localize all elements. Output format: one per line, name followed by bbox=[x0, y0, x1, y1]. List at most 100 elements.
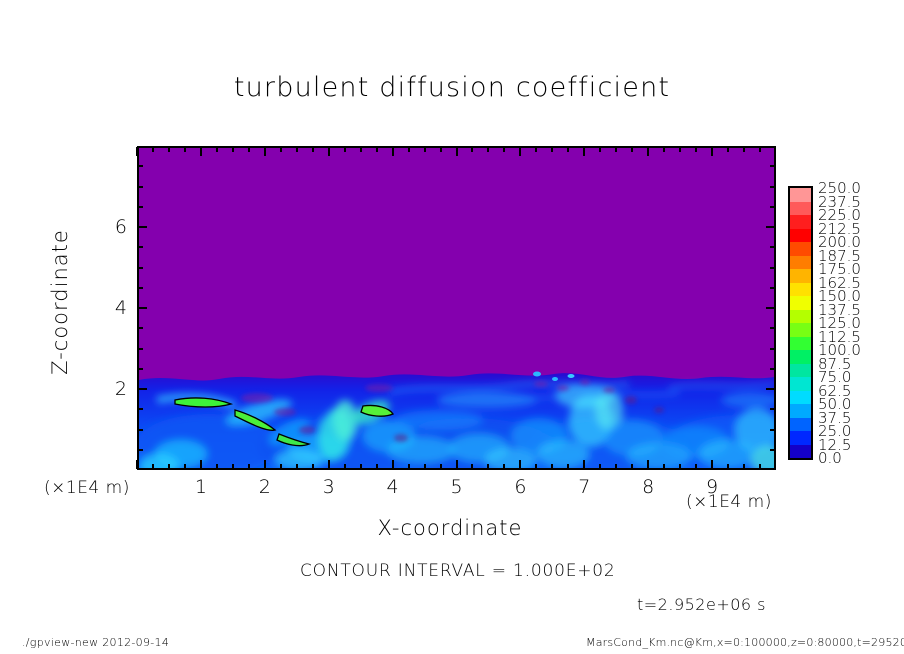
y-tick bbox=[138, 286, 143, 289]
x-tick bbox=[647, 460, 650, 469]
x-tick bbox=[375, 147, 378, 152]
y-tick bbox=[138, 165, 143, 168]
y-tick bbox=[770, 286, 775, 289]
x-tick bbox=[583, 460, 586, 469]
colorbar-band bbox=[790, 350, 811, 364]
colorbar-band bbox=[790, 417, 811, 431]
colorbar-tick-label: 200.0 bbox=[818, 233, 861, 251]
x-tick bbox=[407, 147, 410, 152]
colorbar-tick-label: 162.5 bbox=[818, 273, 861, 292]
x-tick bbox=[455, 147, 458, 156]
x-tick bbox=[215, 464, 218, 469]
y-tick bbox=[138, 205, 143, 208]
x-tick-label: 1 bbox=[194, 476, 207, 498]
colorbar-band bbox=[790, 444, 811, 458]
y-tick bbox=[138, 448, 143, 451]
y-tick bbox=[770, 185, 775, 188]
colorbar-tick-label: 150.0 bbox=[818, 287, 861, 305]
contour-filaments bbox=[174, 397, 394, 447]
colorbar-band bbox=[790, 255, 811, 269]
y-tick bbox=[770, 327, 775, 330]
x-tick bbox=[311, 147, 314, 152]
y-tick bbox=[138, 367, 143, 370]
x-tick bbox=[567, 147, 570, 152]
y-tick bbox=[770, 246, 775, 249]
x-tick bbox=[391, 147, 394, 156]
x-tick bbox=[167, 464, 170, 469]
x-tick bbox=[199, 147, 202, 156]
x-tick bbox=[183, 464, 186, 469]
colorbar-band bbox=[790, 390, 811, 404]
y-tick bbox=[770, 205, 775, 208]
x-tick bbox=[599, 464, 602, 469]
x-tick bbox=[263, 147, 266, 156]
x-tick bbox=[663, 464, 666, 469]
y-tick bbox=[770, 408, 775, 411]
x-tick bbox=[615, 464, 618, 469]
footer-source: MarsCond_Km.nc@Km,x=0:100000,z=0:80000,t… bbox=[586, 636, 904, 649]
y-tick bbox=[766, 307, 775, 309]
y-tick-label: 4 bbox=[114, 297, 127, 319]
x-tick bbox=[663, 147, 666, 152]
detached-blobs bbox=[533, 371, 575, 381]
x-tick bbox=[167, 147, 170, 152]
x-tick bbox=[551, 464, 554, 469]
x-tick-label: 2 bbox=[258, 476, 271, 498]
colorbar-tick-label: 175.0 bbox=[818, 260, 861, 278]
x-tick bbox=[247, 464, 250, 469]
x-tick bbox=[295, 464, 298, 469]
x-axis-unit: (×1E4 m) bbox=[686, 492, 772, 512]
y-tick bbox=[138, 266, 143, 269]
footer-command: ./gpview-new 2012-09-14 bbox=[22, 636, 170, 649]
x-tick bbox=[631, 147, 634, 152]
x-tick bbox=[231, 147, 234, 152]
x-tick bbox=[183, 147, 186, 152]
entrainment-pockets bbox=[241, 379, 664, 442]
colorbar-tick-label: 62.5 bbox=[818, 381, 852, 400]
colorbar-tick-label: 250.0 bbox=[818, 179, 861, 197]
contour-plot-area bbox=[137, 146, 776, 470]
x-tick bbox=[631, 464, 634, 469]
x-tick bbox=[759, 464, 762, 469]
colorbar-tick-label: 37.5 bbox=[818, 408, 852, 427]
colorbar-band bbox=[790, 269, 811, 283]
y-tick bbox=[138, 428, 143, 431]
colorbar-band bbox=[790, 282, 811, 296]
x-tick bbox=[727, 464, 730, 469]
x-tick bbox=[519, 460, 522, 469]
x-tick bbox=[647, 147, 650, 156]
colorbar-band bbox=[790, 363, 811, 377]
colorbar bbox=[788, 186, 813, 460]
y-tick bbox=[138, 347, 143, 350]
y-axis-title: Z-coordinate bbox=[48, 229, 72, 375]
y-tick bbox=[770, 266, 775, 269]
x-axis-title: X-coordinate bbox=[377, 516, 523, 540]
x-tick bbox=[567, 464, 570, 469]
colorbar-tick-label: 75.0 bbox=[818, 368, 852, 386]
colorbar-band bbox=[790, 228, 811, 242]
colorbar-tick-label: 225.0 bbox=[818, 206, 861, 224]
x-tick bbox=[551, 147, 554, 152]
x-tick bbox=[359, 147, 362, 152]
x-tick bbox=[711, 147, 714, 156]
colorbar-band bbox=[790, 323, 811, 337]
time-stamp-note: t=2.952e+06 s bbox=[637, 595, 767, 614]
contour-interval-note: CONTOUR INTERVAL = 1.000E+02 bbox=[300, 561, 616, 581]
y-tick-label: 2 bbox=[114, 378, 127, 400]
y-tick bbox=[138, 388, 147, 390]
x-tick-label: 8 bbox=[642, 476, 655, 498]
x-tick bbox=[343, 147, 346, 152]
x-tick bbox=[279, 147, 282, 152]
y-tick bbox=[138, 408, 143, 411]
x-tick bbox=[487, 147, 490, 152]
x-tick bbox=[439, 464, 442, 469]
y-tick bbox=[770, 347, 775, 350]
colorbar-band bbox=[790, 309, 811, 323]
colorbar-band bbox=[790, 404, 811, 418]
y-tick bbox=[138, 307, 147, 309]
y-tick bbox=[770, 428, 775, 431]
x-tick bbox=[359, 464, 362, 469]
colorbar-band bbox=[790, 336, 811, 350]
chart-title: turbulent diffusion coefficient bbox=[233, 72, 671, 103]
x-tick bbox=[615, 147, 618, 152]
